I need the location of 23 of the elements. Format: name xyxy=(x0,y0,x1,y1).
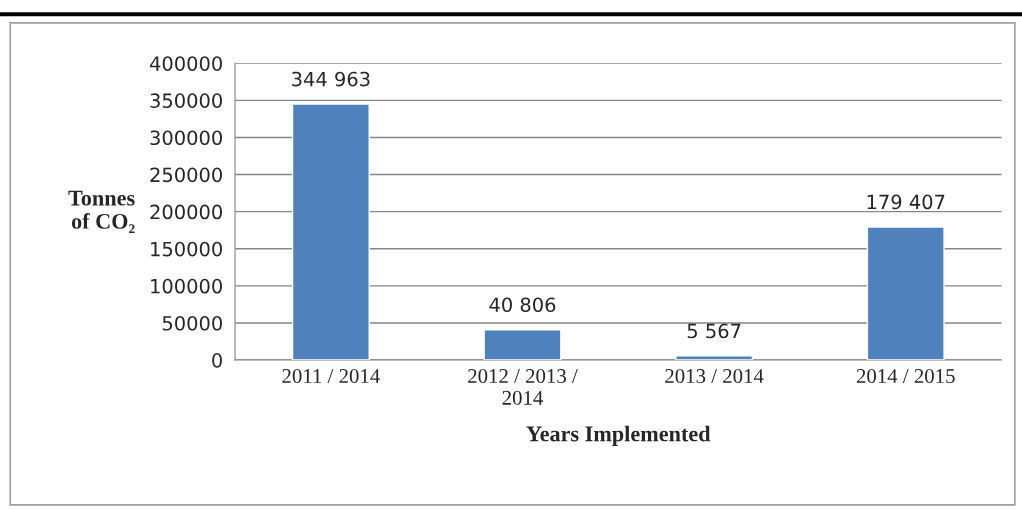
y-tick-label: 100000 xyxy=(151,278,222,294)
data-label: 5 567 xyxy=(687,323,741,339)
y-tick-label: 250000 xyxy=(150,167,222,183)
x-tick-label: 2014 / 2015 xyxy=(856,369,955,384)
data-label: 179 407 xyxy=(867,194,945,210)
y-tick-label: 400000 xyxy=(149,56,222,71)
bar xyxy=(866,226,945,361)
y-tick-label: 350000 xyxy=(150,93,222,109)
x-tick-label: 2012 / 2013 / 2014 xyxy=(468,369,578,405)
y-tick-label: 50000 xyxy=(162,315,222,331)
y-tick-label: 0 xyxy=(212,353,222,368)
x-axis-title: Years Implemented xyxy=(526,425,711,446)
y-axis-title: Tonnes of CO₂ xyxy=(68,190,135,234)
data-label: 344 963 xyxy=(292,71,370,87)
y-tick-label: 300000 xyxy=(150,130,222,146)
x-tick-label: 2013 / 2014 xyxy=(665,369,764,384)
y-tick-label: 150000 xyxy=(151,241,222,257)
bar xyxy=(291,103,370,361)
bar xyxy=(483,329,562,361)
data-label: 40 806 xyxy=(489,297,556,313)
bar xyxy=(675,355,754,361)
x-tick-label: 2011 / 2014 xyxy=(282,369,380,384)
y-tick-label: 200000 xyxy=(150,204,222,220)
